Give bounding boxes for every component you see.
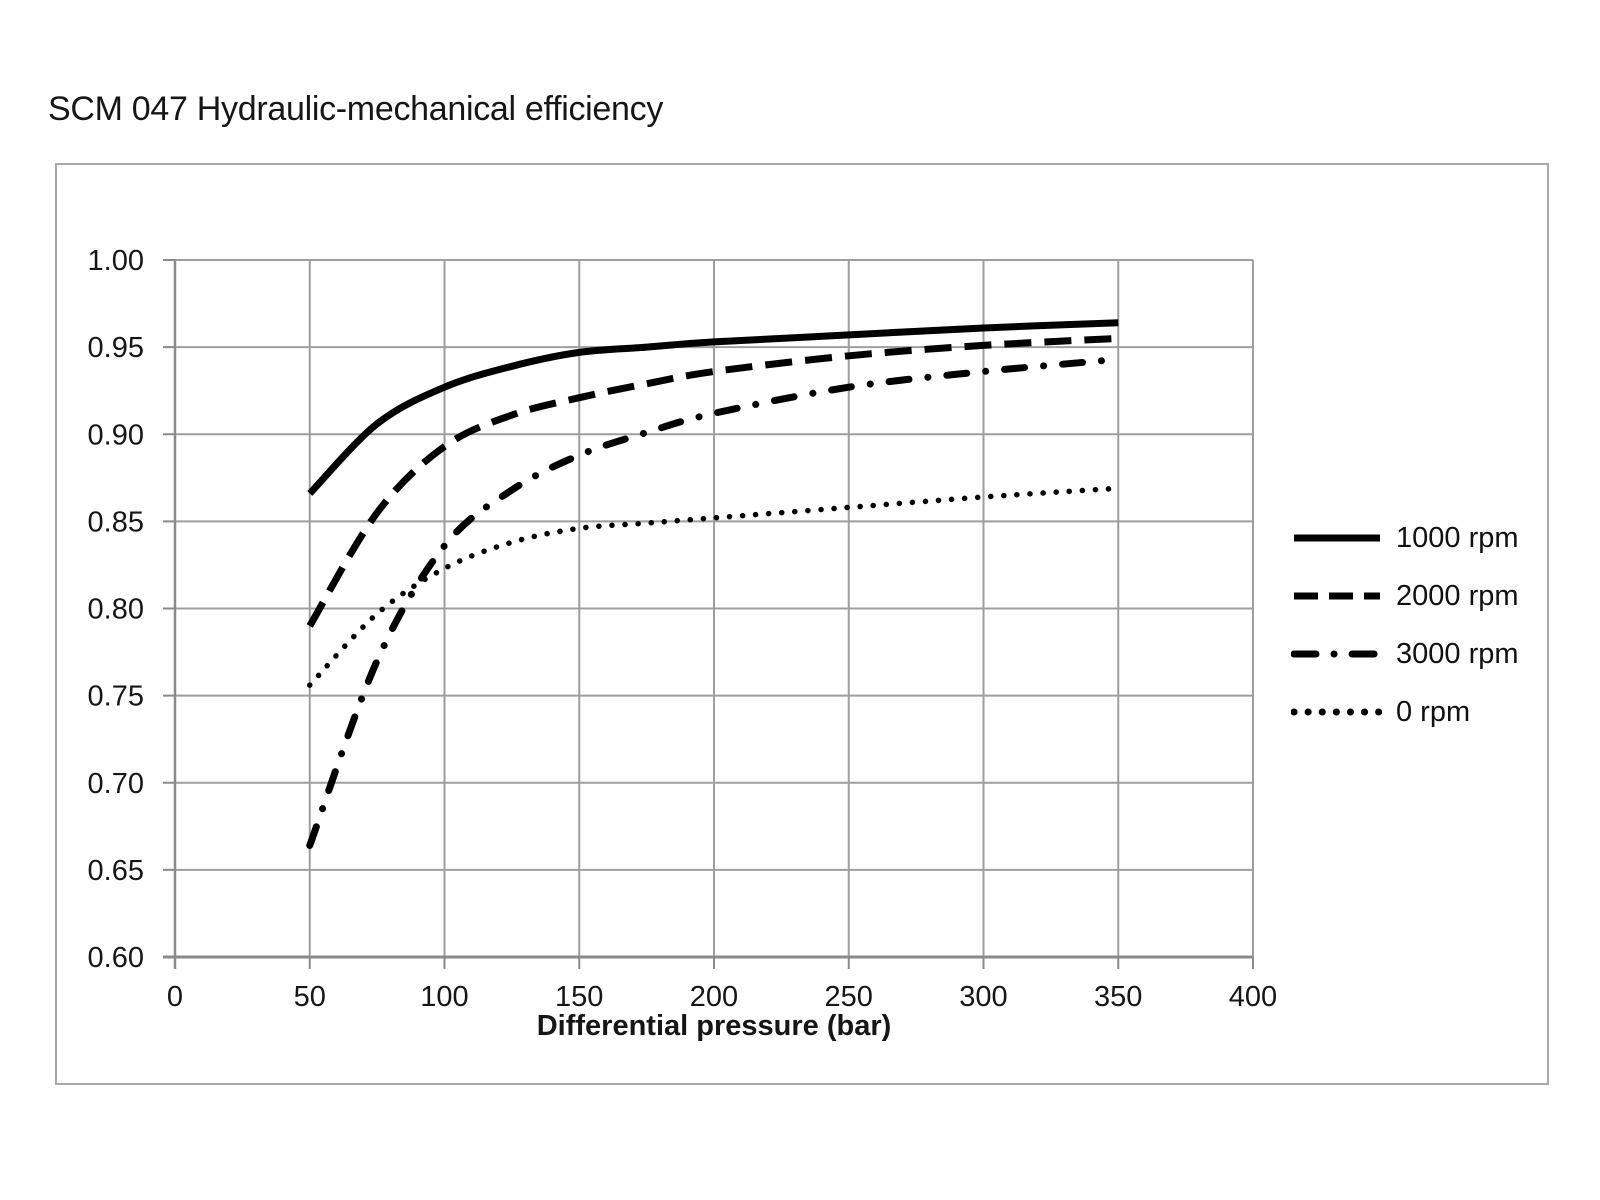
y-tick-label: 0.60	[88, 942, 144, 974]
y-tick-label: 0.80	[88, 594, 144, 626]
x-tick-label: 50	[294, 981, 326, 1013]
chart-title: SCM 047 Hydraulic-mechanical efficiency	[48, 90, 664, 128]
y-tick-label: 1.00	[88, 245, 144, 277]
legend-line-sample-dotted	[1291, 708, 1383, 716]
series-line-2000-rpm	[306, 334, 1119, 628]
series-line-1000-rpm	[307, 319, 1119, 496]
y-tick-label: 0.75	[88, 681, 144, 713]
legend-label: 2000 rpm	[1396, 579, 1519, 612]
legend-label: 1000 rpm	[1396, 521, 1519, 554]
data-series	[306, 319, 1122, 849]
legend-item-3000-rpm: 3000 rpm	[1291, 625, 1519, 683]
chart-frame: 0 50 100 150 200 250 300 350 400 1.00 0.95 0.90 0.85…	[55, 163, 1549, 1085]
x-tick-label: 150	[555, 981, 603, 1013]
y-tick-label: 0.90	[88, 419, 144, 451]
legend-line-sample-dashdot	[1291, 650, 1383, 658]
series-line-3000-rpm	[306, 355, 1122, 849]
x-tick-label: 400	[1229, 981, 1277, 1013]
legend-label: 3000 rpm	[1396, 637, 1519, 670]
x-axis-title: Differential pressure (bar)	[537, 1010, 892, 1042]
series-line-0-rpm	[307, 485, 1122, 688]
x-tick-label: 0	[167, 981, 183, 1013]
x-tick-label: 350	[1094, 981, 1142, 1013]
y-tick-label: 0.70	[88, 768, 144, 800]
x-tick-label: 300	[959, 981, 1007, 1013]
legend-item-0-rpm: 0 rpm	[1291, 683, 1519, 741]
legend-label: 0 rpm	[1396, 695, 1471, 728]
tick-labels: 0 50 100 150 200 250 300 350 400 1.00 0.95 0.90 0.85…	[88, 245, 1278, 1013]
x-tick-label: 250	[825, 981, 873, 1013]
legend: 1000 rpm 2000 rpm 3000 rpm 0 rpm	[1291, 509, 1519, 741]
x-tick-label: 100	[420, 981, 468, 1013]
y-tick-label: 0.85	[88, 506, 144, 538]
axis-ticks	[163, 259, 1254, 969]
legend-item-1000-rpm: 1000 rpm	[1291, 509, 1519, 567]
y-tick-label: 0.95	[88, 332, 144, 364]
grid-lines	[174, 259, 1254, 958]
legend-line-sample-dashed	[1294, 592, 1380, 600]
plot-area: 0 50 100 150 200 250 300 350 400 1.00 0.95 0.90 0.85…	[88, 245, 1278, 1042]
x-tick-label: 200	[690, 981, 738, 1013]
legend-item-2000-rpm: 2000 rpm	[1291, 567, 1519, 625]
legend-line-sample-solid	[1294, 534, 1380, 542]
y-tick-label: 0.65	[88, 855, 144, 887]
